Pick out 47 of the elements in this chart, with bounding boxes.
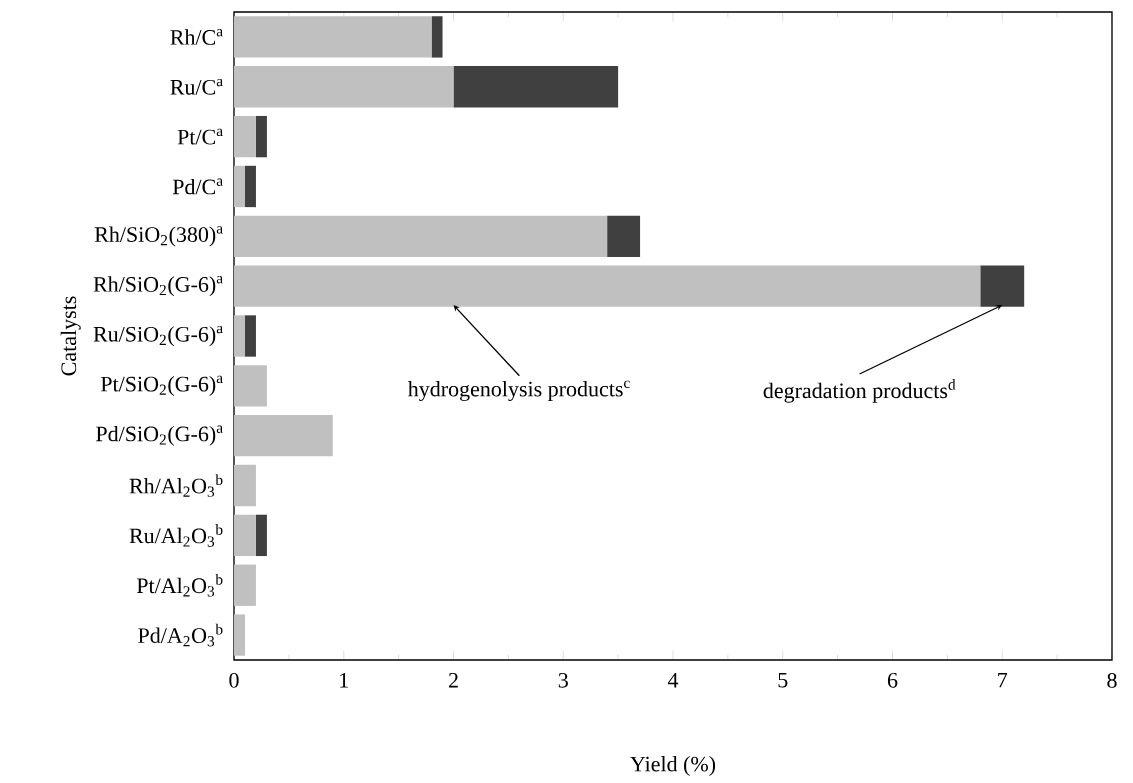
- bar: [234, 315, 245, 357]
- x-axis-title: Yield (%): [630, 755, 716, 776]
- bar: [980, 265, 1025, 307]
- y-tick-label: Rh/C$^{a}$: [170, 28, 223, 45]
- bar: [234, 564, 256, 606]
- x-tick-label: 5: [778, 672, 788, 688]
- annotation: hydrogenolysis products$^{c}$: [407, 380, 630, 401]
- y-tick-label: Ru/Al$_{2}$O$_{3}$b: [129, 523, 223, 547]
- bar: [607, 215, 641, 257]
- bar: [234, 115, 256, 158]
- bar: [234, 265, 981, 307]
- bar: [453, 65, 619, 108]
- y-tick-label: Rh/Al$_{2}$O$_{3}$b: [129, 474, 223, 497]
- x-tick-label: 2: [448, 672, 458, 688]
- x-tick-label: 3: [558, 672, 568, 688]
- x-tick-label: 4: [667, 672, 679, 688]
- y-tick-label: Ru/SiO$_{2}$(G-6)$^{a}$: [93, 325, 223, 346]
- bar: [244, 315, 256, 357]
- bar: [255, 115, 267, 158]
- y-tick-label: Pd/C$^{a}$: [172, 178, 223, 195]
- bar: [234, 464, 256, 507]
- y-tick-label: Pd/A$_{2}$O$_{3}$b: [138, 623, 223, 647]
- y-tick-label: Pd/SiO$_{2}$(G-6)$^{a}$: [96, 425, 223, 446]
- bar: [234, 614, 245, 656]
- y-tick-label: Pt/C$^{a}$: [177, 128, 223, 145]
- bar: [234, 514, 256, 556]
- bar: [234, 16, 432, 58]
- y-tick-label: Pt/SiO$_{2}$(G-6)$^{a}$: [100, 375, 223, 396]
- bar: [234, 414, 333, 457]
- y-tick-label: Ru/C$^{a}$: [170, 78, 223, 95]
- y-tick-label: Rh/SiO$_{2}$(G-6)$^{a}$: [93, 275, 223, 297]
- y-axis-title: Catalysts: [60, 296, 81, 376]
- bar: [255, 514, 267, 556]
- x-tick-label: 0: [229, 672, 239, 688]
- bar: [234, 365, 267, 407]
- y-tick-label: Pt/Al$_{2}$O$_{3}$b: [136, 573, 223, 597]
- x-tick-label: 8: [1107, 672, 1117, 688]
- annotation: degradation products$^{d}$: [763, 378, 956, 403]
- y-tick-label: Rh/SiO$_{2}$(380)$^{a}$: [94, 226, 223, 247]
- bar: [234, 215, 608, 257]
- x-tick-label: 7: [998, 672, 1008, 688]
- bar: [244, 165, 256, 207]
- x-tick-label: 1: [340, 672, 348, 688]
- bar: [234, 65, 454, 108]
- x-tick-label: 6: [887, 672, 898, 688]
- bar: [234, 165, 245, 207]
- bar: [431, 16, 443, 58]
